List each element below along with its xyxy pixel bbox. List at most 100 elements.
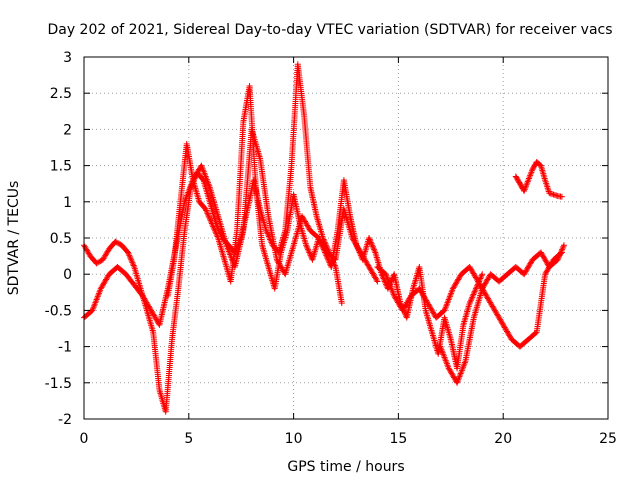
data-point (306, 250, 313, 257)
data-point (210, 223, 217, 230)
x-tick-label: 5 (184, 431, 193, 447)
data-point (125, 249, 132, 256)
y-tick-label: -2 (58, 412, 72, 428)
data-point (210, 224, 217, 231)
data-point (130, 261, 137, 268)
y-tick-label: 2.5 (50, 86, 72, 102)
data-point (206, 214, 213, 221)
data-point (318, 240, 325, 247)
data-point (322, 250, 329, 257)
data-point (367, 237, 374, 244)
data-point (113, 239, 120, 246)
data-point (470, 291, 477, 298)
data-point (129, 259, 136, 266)
data-point (208, 220, 215, 227)
data-point (471, 288, 478, 295)
data-point (560, 242, 567, 249)
data-point (126, 253, 133, 260)
data-point (96, 258, 103, 265)
series-track-f (512, 158, 565, 200)
data-point (558, 193, 565, 200)
x-tick-label: 0 (80, 431, 89, 447)
data-point (212, 227, 218, 234)
data-point (304, 245, 311, 252)
data-point (354, 245, 361, 252)
data-point (473, 284, 480, 291)
data-point (323, 253, 330, 260)
x-axis-label: GPS time / hours (287, 459, 404, 475)
data-point (315, 235, 322, 241)
data-point (369, 242, 376, 249)
data-point (199, 176, 206, 183)
data-point (371, 246, 378, 253)
data-point (320, 246, 327, 253)
data-point (554, 256, 561, 263)
data-point (93, 260, 100, 267)
data-point (557, 249, 564, 256)
data-point (319, 243, 326, 250)
data-point (213, 230, 220, 237)
series-track-e (437, 242, 567, 386)
data-point (114, 240, 121, 247)
data-points (81, 61, 567, 415)
data-point (128, 258, 135, 265)
grid-lines (84, 57, 608, 419)
y-axis-label: SDTVAR / TECUs (6, 181, 22, 296)
data-point (368, 240, 375, 247)
data-point (322, 249, 329, 256)
data-point (213, 232, 220, 239)
data-point (559, 246, 566, 253)
y-tick-label: 2 (63, 122, 72, 138)
data-point (112, 238, 119, 245)
data-point (374, 278, 381, 285)
data-point (303, 242, 310, 249)
y-tick-label: 0 (63, 267, 72, 283)
x-tick-label: 10 (285, 431, 303, 447)
data-point (97, 258, 104, 265)
data-point (316, 236, 323, 243)
data-point (338, 300, 345, 307)
y-tick-label: 0.5 (50, 231, 72, 247)
data-point (353, 242, 360, 249)
data-point (477, 274, 484, 281)
data-point (324, 255, 331, 262)
data-point (264, 230, 271, 237)
data-point (381, 278, 388, 285)
data-point (468, 295, 475, 302)
data-point (559, 245, 566, 252)
data-point (471, 290, 478, 297)
data-point (265, 232, 272, 239)
data-point (305, 246, 312, 253)
data-point (125, 250, 132, 257)
x-tick-label: 20 (494, 431, 512, 447)
data-point (306, 249, 313, 256)
data-point (373, 277, 380, 284)
y-tick-label: 1.5 (50, 159, 72, 175)
data-point (555, 253, 562, 260)
data-point (207, 217, 214, 224)
data-point (202, 206, 209, 213)
data-point (560, 243, 567, 250)
data-point (94, 259, 101, 266)
data-point (532, 330, 539, 337)
data-point (116, 240, 123, 247)
data-point (354, 243, 361, 250)
data-point (209, 221, 216, 228)
data-point (469, 292, 476, 299)
data-point (203, 207, 210, 214)
x-tick-label: 15 (389, 431, 407, 447)
y-tick-label: -1.5 (45, 376, 72, 392)
chart-title: Day 202 of 2021, Sidereal Day-to-day VTE… (47, 22, 612, 38)
data-point (320, 245, 327, 252)
data-point (303, 243, 310, 250)
data-point (212, 229, 219, 236)
data-point (357, 250, 364, 257)
data-point (556, 252, 563, 259)
data-point (321, 248, 328, 255)
data-point (466, 300, 473, 307)
x-tick-label: 25 (599, 431, 617, 447)
data-point (467, 297, 474, 304)
data-point (355, 246, 362, 253)
data-point (472, 287, 479, 294)
